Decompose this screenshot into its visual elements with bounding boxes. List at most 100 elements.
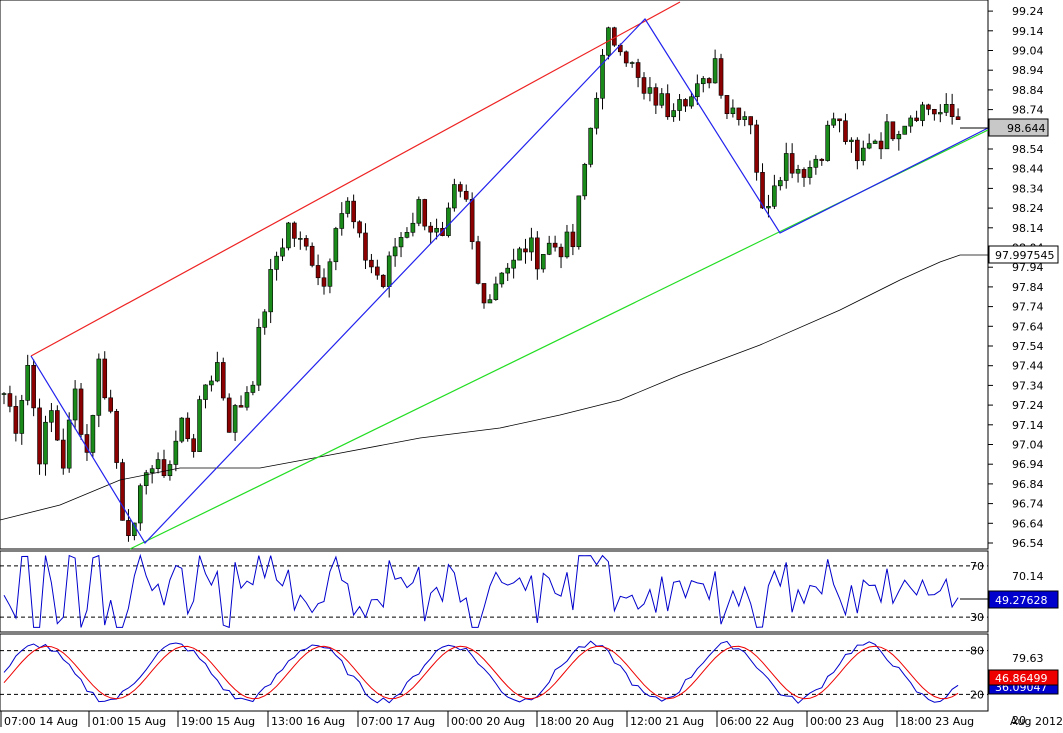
candle-up <box>730 107 736 115</box>
candle-up <box>43 421 48 465</box>
candle-up <box>582 164 588 197</box>
candle-down <box>801 169 807 178</box>
candle-up <box>49 410 54 423</box>
rsi-value-tag <box>988 590 1059 609</box>
candle-down <box>789 153 795 174</box>
price-tick-label: 98.44 <box>1012 163 1044 176</box>
candle-down <box>481 283 487 304</box>
candle-up <box>813 158 819 168</box>
time-tick-label: 13:00 16 Aug <box>271 715 345 728</box>
candle-up <box>831 118 836 126</box>
candle-up <box>179 417 185 442</box>
candle-up <box>244 392 250 408</box>
ma-value-tag <box>988 245 1059 264</box>
candle-down <box>7 393 13 407</box>
time-tick-label: 00:00 23 Aug <box>810 715 884 728</box>
candle-up <box>712 58 718 84</box>
candle-up <box>511 259 516 269</box>
candle-up <box>90 415 96 453</box>
time-tick-label: 01:00 15 Aug <box>92 715 166 728</box>
candle-up <box>677 99 682 111</box>
candle-up <box>920 104 925 121</box>
price-tick-label: 97.04 <box>1012 439 1044 452</box>
candle-down <box>351 200 356 223</box>
candle-down <box>428 225 433 233</box>
candle-up <box>742 116 748 120</box>
candle-up <box>902 125 908 135</box>
candle-up <box>404 232 410 238</box>
candle-down <box>457 184 463 192</box>
candle-up <box>564 231 570 258</box>
current-price-label: 98.644 <box>1007 122 1046 135</box>
candle-up <box>499 272 505 285</box>
candle-up <box>546 242 552 255</box>
candle-down <box>309 245 315 266</box>
candle-down <box>37 407 42 465</box>
rsi-scale-top: 70.14 <box>1012 570 1044 583</box>
candle-up <box>529 237 534 253</box>
candle-up <box>345 200 351 214</box>
candle-up <box>772 185 777 207</box>
price-axis: 99.2499.1499.0498.9498.8498.7498.6498.54… <box>960 5 1059 550</box>
candle-down <box>837 118 842 122</box>
candle-down <box>78 388 84 435</box>
candle-up <box>386 255 392 287</box>
zigzag-line <box>30 18 989 544</box>
candle-down <box>463 190 469 200</box>
candle-up <box>943 104 949 113</box>
candle-down <box>623 51 629 64</box>
candle-up <box>671 110 676 118</box>
current-price-tag <box>988 118 1049 137</box>
candle-up <box>256 327 262 386</box>
price-tick-label: 98.34 <box>1012 182 1044 195</box>
candle-up <box>517 248 522 261</box>
candle-up <box>96 358 102 416</box>
price-tick-label: 97.64 <box>1012 320 1044 333</box>
candle-down <box>932 108 937 115</box>
candle-down <box>926 104 931 110</box>
candle-up <box>766 206 771 209</box>
price-tick-label: 96.64 <box>1012 517 1044 530</box>
candle-up <box>173 440 179 465</box>
rsi-level-30: 30 <box>970 611 984 624</box>
candle-down <box>523 248 528 253</box>
stoch-level-20: 20 <box>970 688 984 701</box>
price-tick-label: 97.84 <box>1012 281 1044 294</box>
ma-value-label: 97.997545 <box>995 249 1055 262</box>
candle-up <box>215 362 220 382</box>
stoch-main-line <box>3 640 959 704</box>
candle-down <box>13 406 19 434</box>
candle-up <box>155 459 161 469</box>
candle-down <box>855 139 860 162</box>
price-tick-label: 97.44 <box>1012 360 1044 373</box>
candle-down <box>878 140 884 150</box>
candle-down <box>683 99 688 107</box>
stoch-main-tag <box>988 669 1059 686</box>
candle-down <box>114 411 119 463</box>
candle-up <box>783 153 789 181</box>
rsi-layer: 70 30 70.14 49.27628 <box>0 553 1059 629</box>
candle-up <box>72 388 78 421</box>
price-tick-label: 97.34 <box>1012 379 1044 392</box>
price-tick-label: 99.04 <box>1012 45 1044 58</box>
candle-down <box>191 438 196 452</box>
candle-up <box>398 237 404 248</box>
time-tick-label: 00:00 20 Aug <box>451 715 525 728</box>
price-tick-label: 98.54 <box>1012 143 1044 156</box>
time-tick-label: 12:00 21 Aug <box>630 715 704 728</box>
price-tick-label: 97.54 <box>1012 340 1044 353</box>
candle-down <box>955 116 961 120</box>
candle-up <box>807 167 813 178</box>
candle-down <box>475 241 481 284</box>
candle-up <box>695 83 700 98</box>
main-panel <box>0 0 989 550</box>
candle-down <box>31 364 36 409</box>
candle-down <box>369 259 374 268</box>
candle-down <box>718 58 724 96</box>
candle-up <box>327 261 333 287</box>
candle-up <box>505 267 511 274</box>
candle-up <box>777 180 783 187</box>
price-tick-label: 99.14 <box>1012 25 1044 38</box>
candle-down <box>558 246 564 258</box>
candle-up <box>297 238 303 240</box>
